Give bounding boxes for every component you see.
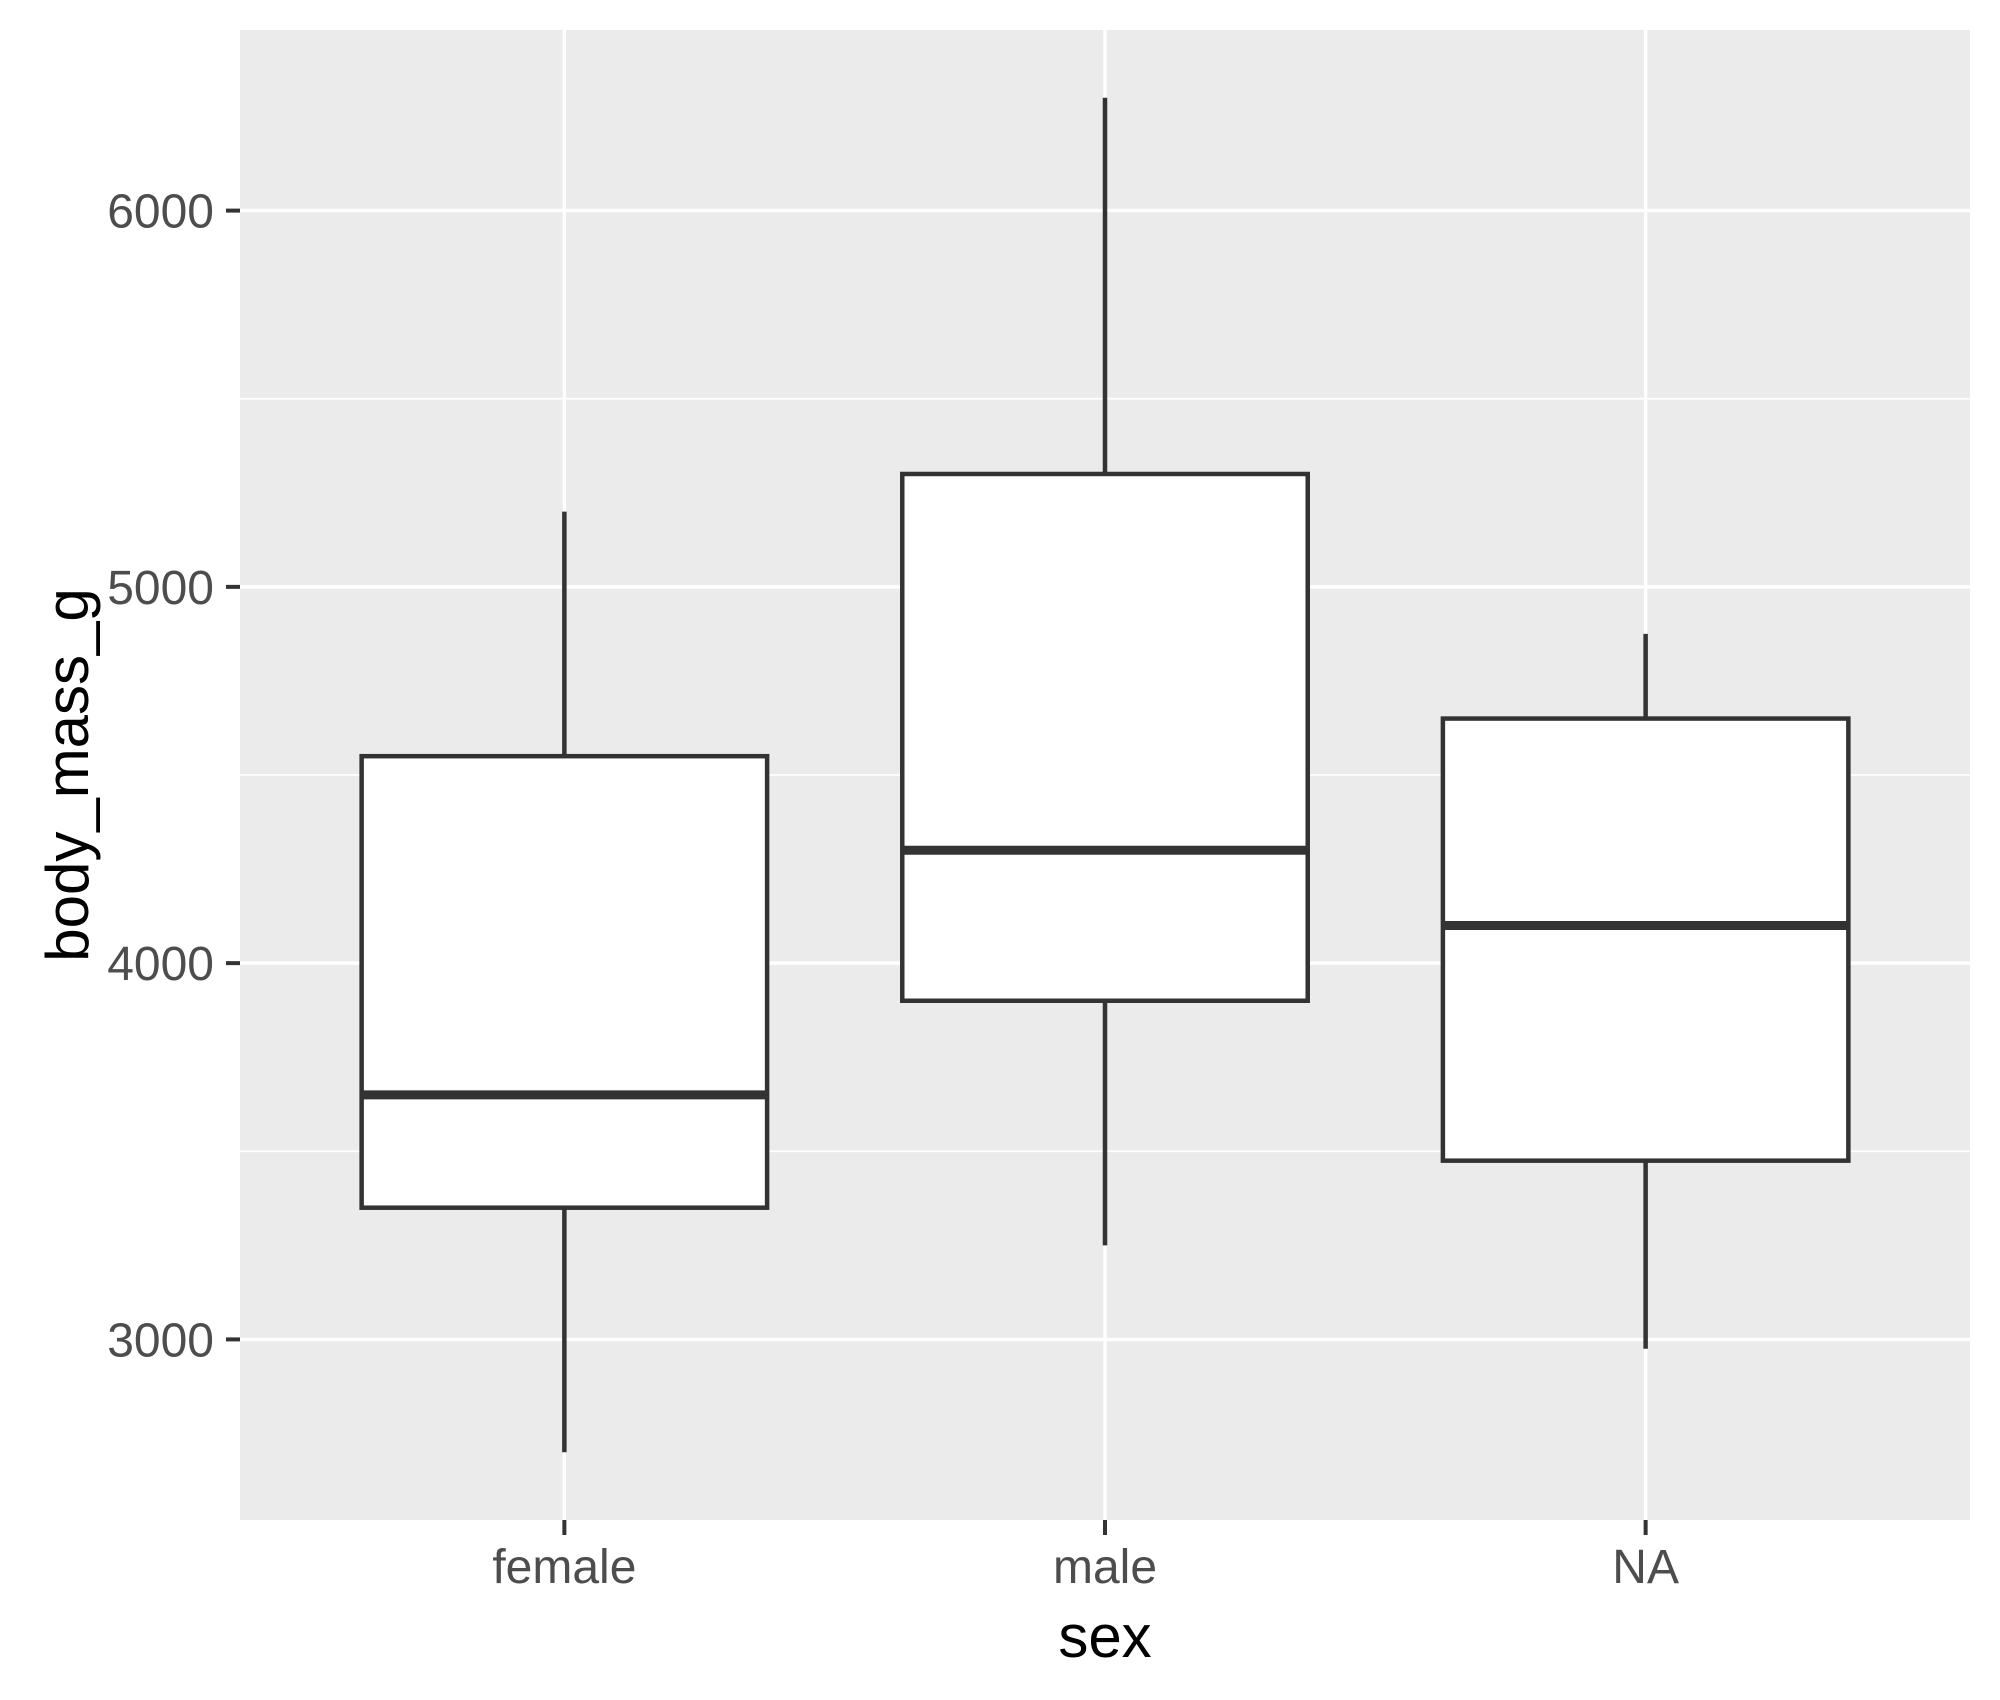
x-axis-title: sex — [1058, 1603, 1151, 1670]
y-tick-label-4000: 4000 — [107, 938, 214, 991]
x-tick-label-female: female — [492, 1541, 636, 1594]
x-tick-label-male: male — [1053, 1541, 1157, 1594]
axis-layer: 6000 5000 4000 3000 female male NA — [107, 186, 1679, 1594]
y-tick-label-3000: 3000 — [107, 1314, 214, 1367]
y-tick-label-5000: 5000 — [107, 562, 214, 615]
iqr-box — [900, 471, 1310, 1004]
boxplot-female — [359, 511, 770, 1453]
boxplot-NA — [1440, 633, 1851, 1349]
boxplot-layer — [359, 97, 1851, 1453]
x-tick-label-NA: NA — [1612, 1541, 1679, 1594]
boxplot-male — [900, 97, 1310, 1246]
y-tick-label-6000: 6000 — [107, 186, 214, 239]
y-axis-title: body_mass_g — [34, 588, 101, 962]
iqr-box — [1440, 716, 1851, 1163]
iqr-box — [359, 753, 770, 1210]
